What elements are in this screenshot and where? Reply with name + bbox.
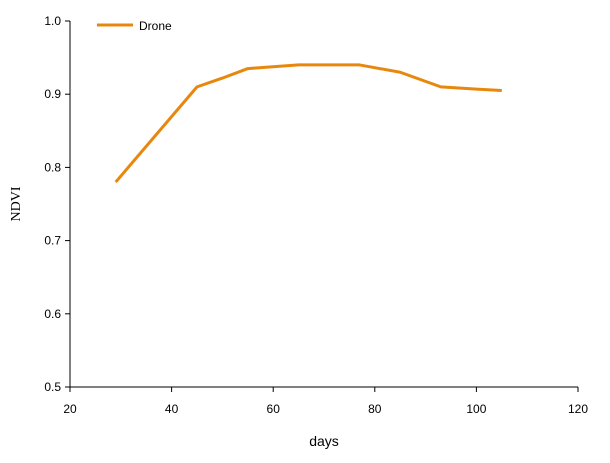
- x-tick-label: 80: [368, 402, 382, 416]
- plot-area: [114, 63, 502, 184]
- x-axis-title: days: [309, 433, 339, 449]
- axes: [69, 21, 578, 388]
- y-tick-label: 0.7: [44, 234, 61, 248]
- y-axis-title: NDVI: [9, 186, 24, 221]
- y-tick-label: 0.9: [44, 87, 61, 101]
- legend: Drone: [97, 19, 172, 33]
- x-tick-label: 100: [466, 402, 486, 416]
- y-tick-label: 0.5: [44, 380, 61, 394]
- x-tick-label: 40: [165, 402, 179, 416]
- x-tick-label: 20: [63, 402, 77, 416]
- y-tick-label: 0.6: [44, 307, 61, 321]
- y-tick-label: 0.8: [44, 160, 61, 174]
- series-line-drone: [114, 63, 502, 184]
- x-tick-label: 120: [568, 402, 588, 416]
- legend-label-drone: Drone: [139, 19, 172, 33]
- x-tick-label: 60: [267, 402, 281, 416]
- ticks: 0.5 0.6 0.7 0.8 0.9 1.0 20 40 60 80 100 120: [44, 14, 588, 416]
- y-tick-label: 1.0: [44, 14, 61, 28]
